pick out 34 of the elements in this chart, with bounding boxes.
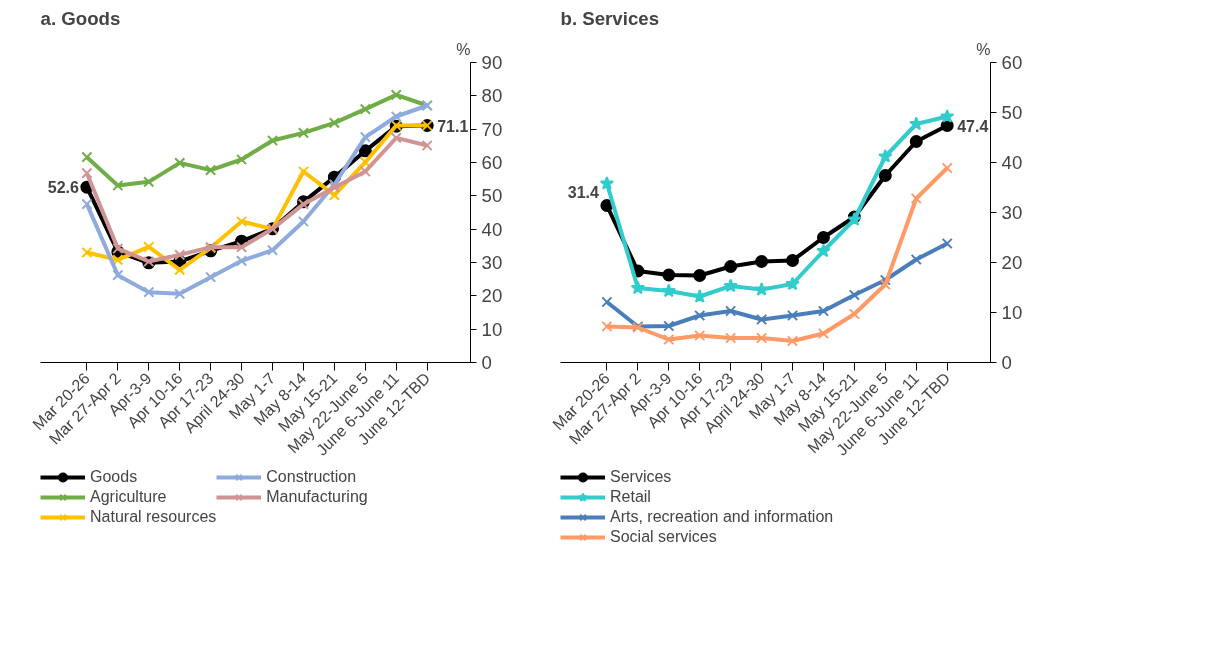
y-tick-label: 40	[1001, 152, 1023, 173]
data-label: 52.6	[47, 179, 79, 197]
y-tick-label: 10	[1001, 302, 1023, 323]
legend-label: Goods	[90, 468, 138, 486]
y-tick-label: 50	[1001, 102, 1023, 123]
legend-label: Agriculture	[90, 488, 167, 506]
data-label: 71.1	[437, 117, 469, 135]
chart-title: a. Goods	[40, 7, 121, 29]
legend-label: Arts, recreation and information	[610, 508, 834, 526]
chart-title: b. Services	[560, 7, 660, 29]
legend-label: Manufacturing	[266, 488, 368, 506]
y-tick-label: 60	[481, 152, 503, 173]
y-tick-label: 70	[481, 118, 503, 140]
legend-label: Social services	[610, 528, 717, 546]
y-tick-label: 80	[481, 85, 503, 107]
y-tick-label: 0	[481, 352, 492, 373]
legend-label: Construction	[266, 468, 357, 486]
legend-label: Retail	[610, 488, 651, 506]
y-tick-label: 90	[481, 52, 503, 73]
y-tick-label: 40	[481, 218, 503, 240]
y-tick-label: 10	[481, 318, 503, 340]
y-tick-label: 20	[481, 285, 503, 307]
legend-label: Services	[610, 468, 672, 486]
y-axis-title: %	[456, 40, 471, 58]
y-tick-label: 30	[481, 252, 503, 273]
y-tick-label: 60	[1001, 52, 1023, 73]
y-tick-label: 50	[481, 185, 503, 207]
y-tick-label: 30	[1001, 202, 1023, 223]
data-label: 47.4	[957, 117, 989, 135]
data-label: 31.4	[567, 183, 599, 201]
y-axis-title: %	[976, 40, 991, 58]
legend-label: Natural resources	[90, 508, 217, 526]
y-tick-label: 0	[1001, 352, 1012, 373]
y-tick-label: 20	[1001, 252, 1023, 273]
